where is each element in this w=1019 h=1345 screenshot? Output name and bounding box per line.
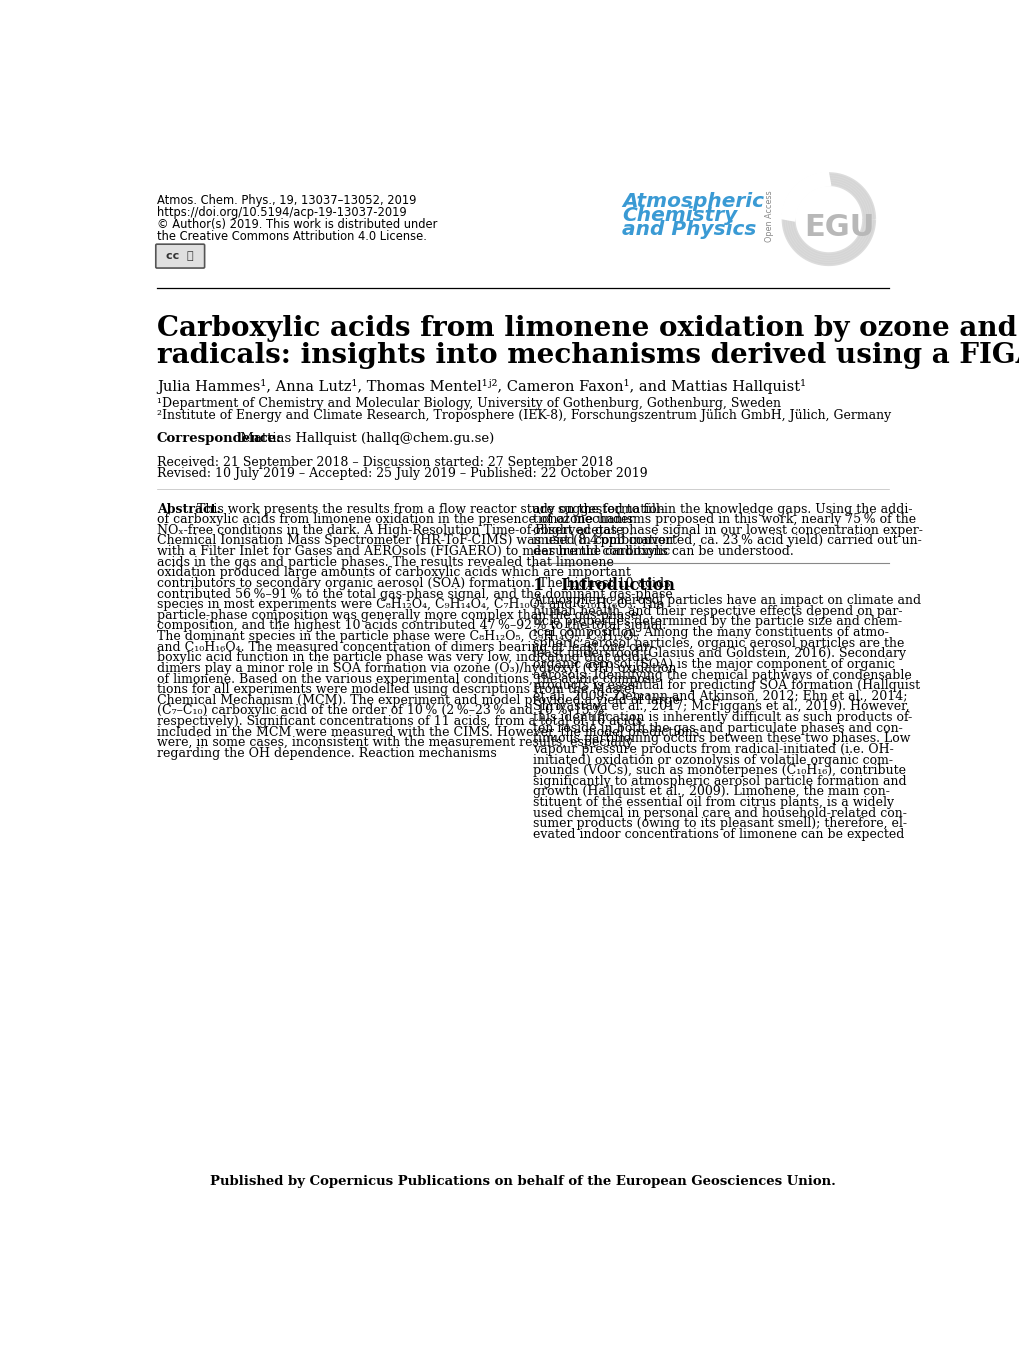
Text: dimers play a minor role in SOA formation via ozone (O₃)/hydroxyl (OH) oxidation: dimers play a minor role in SOA formatio…	[157, 662, 676, 675]
Text: © Author(s) 2019. This work is distributed under: © Author(s) 2019. This work is distribut…	[157, 218, 437, 230]
Text: boxylic acid function in the particle phase was very low, indicating that acidic: boxylic acid function in the particle ph…	[157, 651, 650, 664]
Text: cc  ⓑ: cc ⓑ	[166, 252, 194, 261]
Text: Atmospheric: Atmospheric	[622, 192, 763, 211]
Text: ¹Department of Chemistry and Molecular Biology, University of Gothenburg, Gothen: ¹Department of Chemistry and Molecular B…	[157, 397, 781, 410]
Text: tions for all experiments were modelled using descriptions from the Master: tions for all experiments were modelled …	[157, 683, 637, 697]
Text: aerosols. Identifying the chemical pathways of condensable: aerosols. Identifying the chemical pathw…	[532, 668, 911, 682]
Text: human health, and their respective effects depend on par-: human health, and their respective effec…	[532, 605, 902, 617]
Text: Chemical Mechanism (MCM). The experiment and model provided a yield of large: Chemical Mechanism (MCM). The experiment…	[157, 694, 680, 706]
Text: regarding the OH dependence. Reaction mechanisms: regarding the OH dependence. Reaction me…	[157, 746, 496, 760]
Text: are suggested to fill-in the knowledge gaps. Using the addi-: are suggested to fill-in the knowledge g…	[532, 503, 911, 515]
Text: particle-phase composition was generally more complex than the gas-phase: particle-phase composition was generally…	[157, 609, 638, 621]
Text: Julia Hammes¹, Anna Lutz¹, Thomas Mentel¹ʲ², Cameron Faxon¹, and Mattias Hallqui: Julia Hammes¹, Anna Lutz¹, Thomas Mentel…	[157, 378, 805, 394]
Text: organic aerosol (SOA) is the major component of organic: organic aerosol (SOA) is the major compo…	[532, 658, 894, 671]
Text: ticle properties determined by the particle size and chem-: ticle properties determined by the parti…	[532, 616, 901, 628]
Text: Carboxylic acids from limonene oxidation by ozone and hydroxyl: Carboxylic acids from limonene oxidation…	[157, 315, 1019, 343]
Text: of carboxylic acids from limonene oxidation in the presence of ozone under: of carboxylic acids from limonene oxidat…	[157, 514, 634, 526]
Text: products is essential for predicting SOA formation (Hallquist: products is essential for predicting SOA…	[532, 679, 919, 693]
Text: species in most experiments were C₈H₁₂O₄, C₉H₁₄O₄, C₇H₁₀O₄ and C₁₀H₁₆O₃. The: species in most experiments were C₈H₁₂O₄…	[157, 599, 663, 611]
Text: 1   Introduction: 1 Introduction	[532, 577, 675, 594]
Text: composition, and the highest 10 acids contributed 47 %–92 % to the total signal.: composition, and the highest 10 acids co…	[157, 620, 665, 632]
Text: contributors to secondary organic aerosol (SOA) formation. The highest 10 acids: contributors to secondary organic aeroso…	[157, 577, 669, 590]
Text: et al., 2009; Ziemann and Atkinson, 2012; Ehn et al., 2014;: et al., 2009; Ziemann and Atkinson, 2012…	[532, 690, 907, 703]
Text: Atmos. Chem. Phys., 19, 13037–13052, 2019: Atmos. Chem. Phys., 19, 13037–13052, 201…	[157, 194, 416, 207]
Text: NOₓ-free conditions in the dark. A High-Resolution Time-of-Flight acetate: NOₓ-free conditions in the dark. A High-…	[157, 523, 623, 537]
Text: contributed 56 %–91 % to the total gas-phase signal, and the dominant gas-phase: contributed 56 %–91 % to the total gas-p…	[157, 588, 673, 600]
Text: https://doi.org/10.5194/acp-19-13037-2019: https://doi.org/10.5194/acp-19-13037-201…	[157, 206, 407, 219]
Text: this identification is inherently difficult as such products of-: this identification is inherently diffic…	[532, 712, 911, 724]
Text: evated indoor concentrations of limonene can be expected: evated indoor concentrations of limonene…	[532, 829, 903, 841]
Text: radicals: insights into mechanisms derived using a FIGAERO-CIMS: radicals: insights into mechanisms deriv…	[157, 342, 1019, 369]
Text: and Physics: and Physics	[622, 221, 755, 239]
Text: Chemistry: Chemistry	[622, 206, 737, 225]
Text: and C₁₀H₁₆O₄. The measured concentration of dimers bearing at least one car-: and C₁₀H₁₆O₄. The measured concentration…	[157, 640, 653, 654]
Text: were, in some cases, inconsistent with the measurement results, especially: were, in some cases, inconsistent with t…	[157, 736, 633, 749]
Text: with a Filter Inlet for Gases and AEROsols (FIGAERO) to measure the carboxylic: with a Filter Inlet for Gases and AEROso…	[157, 545, 669, 558]
Text: used chemical in personal care and household-related con-: used chemical in personal care and house…	[532, 807, 906, 819]
Text: ten reside in both the gas and particulate phases and con-: ten reside in both the gas and particula…	[532, 722, 902, 734]
Text: Published by Copernicus Publications on behalf of the European Geosciences Union: Published by Copernicus Publications on …	[210, 1176, 835, 1189]
Text: Received: 21 September 2018 – Discussion started: 27 September 2018: Received: 21 September 2018 – Discussion…	[157, 456, 612, 468]
Text: ical composition. Among the many constituents of atmo-: ical composition. Among the many constit…	[532, 625, 888, 639]
Text: This work presents the results from a flow reactor study on the formation: This work presents the results from a fl…	[197, 503, 664, 515]
Text: spheric aerosol particles, organic aerosol particles are the: spheric aerosol particles, organic aeros…	[532, 636, 903, 650]
Text: included in the MCM were measured with the CIMS. However, the model predictions: included in the MCM were measured with t…	[157, 726, 698, 738]
Text: der humid conditions can be understood.: der humid conditions can be understood.	[532, 545, 793, 558]
Text: sumer products (owing to its pleasant smell); therefore, el-: sumer products (owing to its pleasant sm…	[532, 818, 906, 830]
Text: the Creative Commons Attribution 4.0 License.: the Creative Commons Attribution 4.0 Lic…	[157, 230, 426, 242]
Text: Mattias Hallquist (hallq@chem.gu.se): Mattias Hallquist (hallq@chem.gu.se)	[235, 433, 494, 445]
Text: initiated) oxidation or ozonolysis of volatile organic com-: initiated) oxidation or ozonolysis of vo…	[532, 753, 892, 767]
Text: The dominant species in the particle phase were C₈H₁₂O₅, C₉H₁₄O₅, C₉H₁₂O₅: The dominant species in the particle pha…	[157, 629, 638, 643]
Text: Chemical Ionisation Mass Spectrometer (HR-ToF-CIMS) was used in combination: Chemical Ionisation Mass Spectrometer (H…	[157, 534, 673, 547]
Text: Revised: 10 July 2019 – Accepted: 25 July 2019 – Published: 22 October 2019: Revised: 10 July 2019 – Accepted: 25 Jul…	[157, 467, 647, 480]
Text: observed gas-phase signal in our lowest concentration exper-: observed gas-phase signal in our lowest …	[532, 523, 922, 537]
FancyBboxPatch shape	[156, 245, 205, 268]
Text: growth (Hallquist et al., 2009). Limonene, the main con-: growth (Hallquist et al., 2009). Limonen…	[532, 785, 889, 799]
Text: respectively). Significant concentrations of 11 acids, from a total of 16 acids,: respectively). Significant concentration…	[157, 716, 645, 728]
Text: significantly to atmospheric aerosol particle formation and: significantly to atmospheric aerosol par…	[532, 775, 906, 788]
Text: oxidation produced large amounts of carboxylic acids which are important: oxidation produced large amounts of carb…	[157, 566, 630, 580]
Text: tional mechanisms proposed in this work, nearly 75 % of the: tional mechanisms proposed in this work,…	[532, 514, 915, 526]
Text: ²Institute of Energy and Climate Research, Troposphere (IEK-8), Forschungszentru: ²Institute of Energy and Climate Researc…	[157, 409, 891, 421]
Text: pounds (VOCs), such as monoterpenes (C₁₀H₁₆), contribute: pounds (VOCs), such as monoterpenes (C₁₀…	[532, 764, 905, 777]
Text: acids in the gas and particle phases. The results revealed that limonene: acids in the gas and particle phases. Th…	[157, 555, 613, 569]
Text: EGU: EGU	[803, 213, 873, 242]
Text: tinuous partitioning occurs between these two phases. Low: tinuous partitioning occurs between thes…	[532, 732, 909, 745]
Text: iment (8.4 ppb converted, ca. 23 % acid yield) carried out un-: iment (8.4 ppb converted, ca. 23 % acid …	[532, 534, 921, 547]
Text: (C₇–C₁₀) carboxylic acid of the order of 10 % (2 %–23 % and 10 %–15 %,: (C₇–C₁₀) carboxylic acid of the order of…	[157, 705, 607, 717]
Text: Shrivastava et al., 2017; McFiggans et al., 2019). However,: Shrivastava et al., 2017; McFiggans et a…	[532, 701, 909, 713]
Text: least understood (Glasius and Goldstein, 2016). Secondary: least understood (Glasius and Goldstein,…	[532, 647, 905, 660]
Text: stituent of the essential oil from citrus plants, is a widely: stituent of the essential oil from citru…	[532, 796, 893, 810]
Text: vapour pressure products from radical-initiated (i.e. OH-: vapour pressure products from radical-in…	[532, 742, 893, 756]
Text: Correspondence:: Correspondence:	[157, 433, 281, 445]
Text: Abstract.: Abstract.	[157, 503, 220, 515]
Text: of limonene. Based on the various experimental conditions, the acidic composi-: of limonene. Based on the various experi…	[157, 672, 658, 686]
Text: Atmospheric aerosol particles have an impact on climate and: Atmospheric aerosol particles have an im…	[532, 594, 920, 607]
Text: Open Access: Open Access	[764, 191, 772, 242]
